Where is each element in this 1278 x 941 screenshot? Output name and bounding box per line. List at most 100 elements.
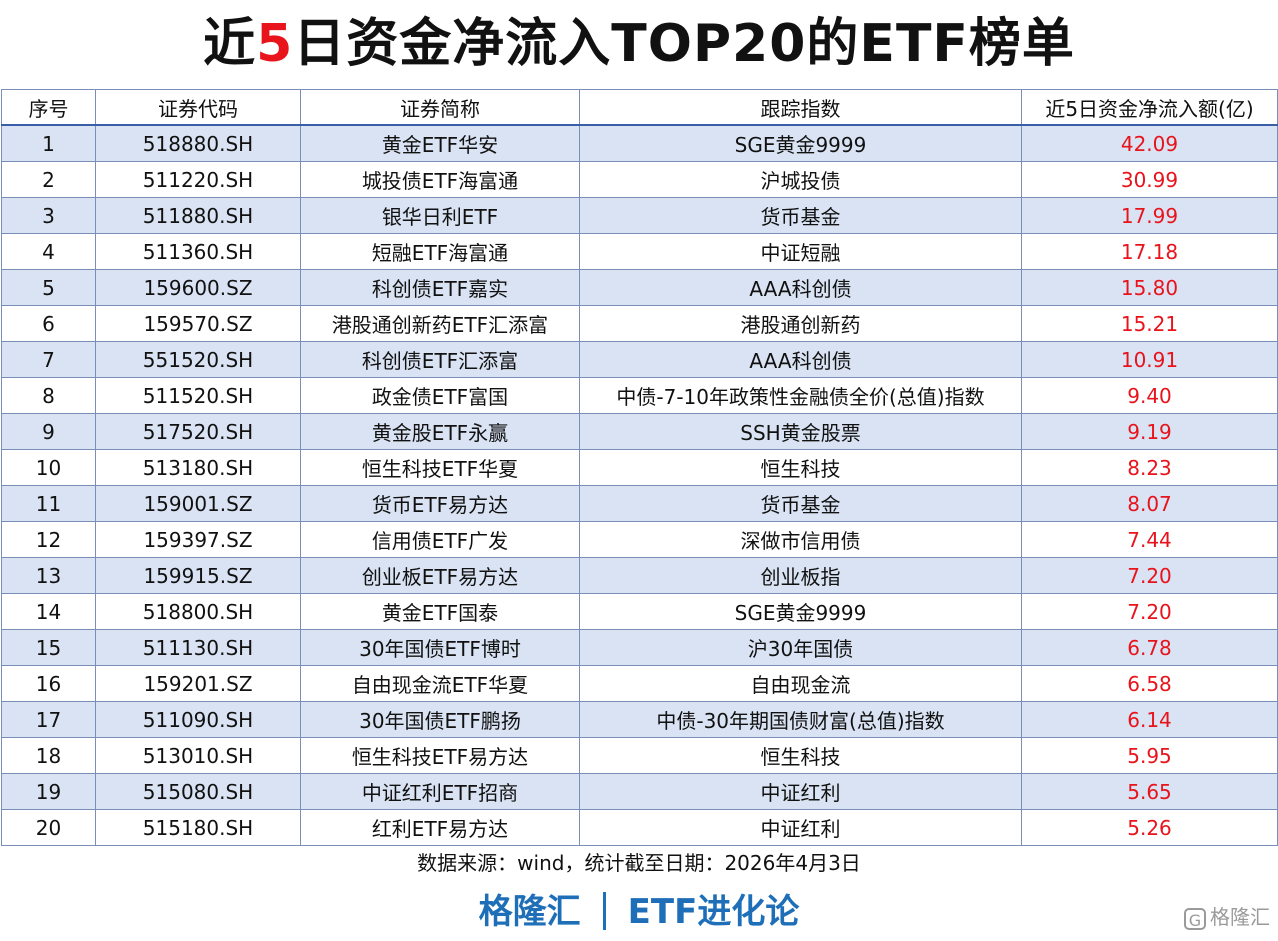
cell-rank: 10 <box>1 449 96 486</box>
table-row: 2 511220.SH 城投债ETF海富通 沪城投债 30.99 <box>1 161 1278 198</box>
cell-code: 159201.SZ <box>95 665 301 702</box>
cell-rank: 7 <box>1 341 96 378</box>
header-index: 跟踪指数 <box>579 89 1022 126</box>
cell-rank: 19 <box>1 773 96 810</box>
cell-index: SGE黄金9999 <box>579 593 1022 630</box>
table-row: 8 511520.SH 政金债ETF富国 中债-7-10年政策性金融债全价(总值)指数… <box>1 377 1278 414</box>
cell-code: 511220.SH <box>95 161 301 198</box>
cell-net-inflow: 5.26 <box>1021 809 1278 846</box>
header-code: 证券代码 <box>95 89 301 126</box>
cell-name: 短融ETF海富通 <box>300 233 580 270</box>
page-title: 近5日资金净流入TOP20的ETF榜单 <box>0 8 1278 80</box>
cell-index: 中债-7-10年政策性金融债全价(总值)指数 <box>579 377 1022 414</box>
cell-net-inflow: 15.21 <box>1021 305 1278 342</box>
etf-ranking-table: 序号 证券代码 证券简称 跟踪指数 近5日资金净流入额(亿) 1 518880.S… <box>1 89 1278 846</box>
table-row: 4 511360.SH 短融ETF海富通 中证短融 17.18 <box>1 233 1278 270</box>
cell-net-inflow: 15.80 <box>1021 269 1278 306</box>
footer-divider <box>602 891 606 930</box>
cell-name: 黄金ETF华安 <box>300 124 580 162</box>
cell-net-inflow: 5.95 <box>1021 737 1278 774</box>
cell-net-inflow: 10.91 <box>1021 341 1278 378</box>
header-net-inflow: 近5日资金净流入额(亿) <box>1021 89 1278 126</box>
cell-name: 红利ETF易方达 <box>300 809 580 846</box>
cell-index: 货币基金 <box>579 485 1022 522</box>
cell-index: 港股通创新药 <box>579 305 1022 342</box>
cell-index: 深做市信用债 <box>579 521 1022 558</box>
title-highlight-number: 5 <box>256 14 294 74</box>
cell-code: 551520.SH <box>95 341 301 378</box>
cell-index: 恒生科技 <box>579 449 1022 486</box>
cell-code: 517520.SH <box>95 413 301 450</box>
cell-name: 恒生科技ETF华夏 <box>300 449 580 486</box>
cell-index: 中证短融 <box>579 233 1022 270</box>
title-suffix: 日资金净流入TOP20的ETF榜单 <box>293 14 1075 74</box>
cell-rank: 12 <box>1 521 96 558</box>
cell-index: 自由现金流 <box>579 665 1022 702</box>
table-row: 11 159001.SZ 货币ETF易方达 货币基金 8.07 <box>1 485 1278 522</box>
cell-net-inflow: 8.07 <box>1021 485 1278 522</box>
cell-rank: 4 <box>1 233 96 270</box>
cell-net-inflow: 9.19 <box>1021 413 1278 450</box>
cell-net-inflow: 9.40 <box>1021 377 1278 414</box>
cell-rank: 18 <box>1 737 96 774</box>
cell-code: 511090.SH <box>95 701 301 738</box>
table-row: 9 517520.SH 黄金股ETF永赢 SSH黄金股票 9.19 <box>1 413 1278 450</box>
data-source-note: 数据来源：wind，统计截至日期：2026年4月3日 <box>417 851 861 875</box>
cell-rank: 13 <box>1 557 96 594</box>
cell-net-inflow: 7.44 <box>1021 521 1278 558</box>
watermark: G 格隆汇 <box>1184 902 1270 932</box>
table-row: 17 511090.SH 30年国债ETF鹏扬 中债-30年期国债财富(总值)指数 6.… <box>1 701 1278 738</box>
cell-net-inflow: 6.14 <box>1021 701 1278 738</box>
footer-brand: 格隆汇 <box>478 892 581 932</box>
cell-index: AAA科创债 <box>579 269 1022 306</box>
cell-index: 沪城投债 <box>579 161 1022 198</box>
cell-rank: 6 <box>1 305 96 342</box>
table-row: 3 511880.SH 银华日利ETF 货币基金 17.99 <box>1 197 1278 234</box>
cell-name: 银华日利ETF <box>300 197 580 234</box>
table-row: 13 159915.SZ 创业板ETF易方达 创业板指 7.20 <box>1 557 1278 594</box>
cell-rank: 1 <box>1 124 96 162</box>
table-header-row: 序号 证券代码 证券简称 跟踪指数 近5日资金净流入额(亿) <box>1 89 1278 126</box>
cell-rank: 8 <box>1 377 96 414</box>
cell-name: 创业板ETF易方达 <box>300 557 580 594</box>
cell-net-inflow: 7.20 <box>1021 593 1278 630</box>
table-row: 7 551520.SH 科创债ETF汇添富 AAA科创债 10.91 <box>1 341 1278 378</box>
cell-name: 政金债ETF富国 <box>300 377 580 414</box>
cell-net-inflow: 42.09 <box>1021 124 1278 162</box>
cell-index: 创业板指 <box>579 557 1022 594</box>
cell-rank: 5 <box>1 269 96 306</box>
table-row: 5 159600.SZ 科创债ETF嘉实 AAA科创债 15.80 <box>1 269 1278 306</box>
watermark-logo-icon: G <box>1184 907 1206 930</box>
header-name: 证券简称 <box>300 89 580 126</box>
cell-index: SSH黄金股票 <box>579 413 1022 450</box>
cell-code: 159570.SZ <box>95 305 301 342</box>
table-row: 10 513180.SH 恒生科技ETF华夏 恒生科技 8.23 <box>1 449 1278 486</box>
cell-net-inflow: 17.18 <box>1021 233 1278 270</box>
cell-rank: 17 <box>1 701 96 738</box>
cell-name: 自由现金流ETF华夏 <box>300 665 580 702</box>
cell-rank: 2 <box>1 161 96 198</box>
cell-code: 515080.SH <box>95 773 301 810</box>
cell-name: 30年国债ETF鹏扬 <box>300 701 580 738</box>
cell-name: 30年国债ETF博时 <box>300 629 580 666</box>
footer-brand-bar: 格隆汇 ETF进化论 <box>0 888 1278 936</box>
cell-index: 恒生科技 <box>579 737 1022 774</box>
cell-name: 信用债ETF广发 <box>300 521 580 558</box>
cell-index: AAA科创债 <box>579 341 1022 378</box>
cell-code: 515180.SH <box>95 809 301 846</box>
cell-rank: 16 <box>1 665 96 702</box>
table-row: 1 518880.SH 黄金ETF华安 SGE黄金9999 42.09 <box>1 124 1278 162</box>
cell-name: 黄金股ETF永赢 <box>300 413 580 450</box>
cell-net-inflow: 17.99 <box>1021 197 1278 234</box>
cell-name: 科创债ETF嘉实 <box>300 269 580 306</box>
cell-index: 中债-30年期国债财富(总值)指数 <box>579 701 1022 738</box>
table-row: 15 511130.SH 30年国债ETF博时 沪30年国债 6.78 <box>1 629 1278 666</box>
cell-index: 货币基金 <box>579 197 1022 234</box>
cell-rank: 11 <box>1 485 96 522</box>
cell-code: 518880.SH <box>95 124 301 162</box>
cell-index: 中证红利 <box>579 809 1022 846</box>
cell-code: 159001.SZ <box>95 485 301 522</box>
cell-name: 中证红利ETF招商 <box>300 773 580 810</box>
cell-code: 511520.SH <box>95 377 301 414</box>
cell-rank: 15 <box>1 629 96 666</box>
